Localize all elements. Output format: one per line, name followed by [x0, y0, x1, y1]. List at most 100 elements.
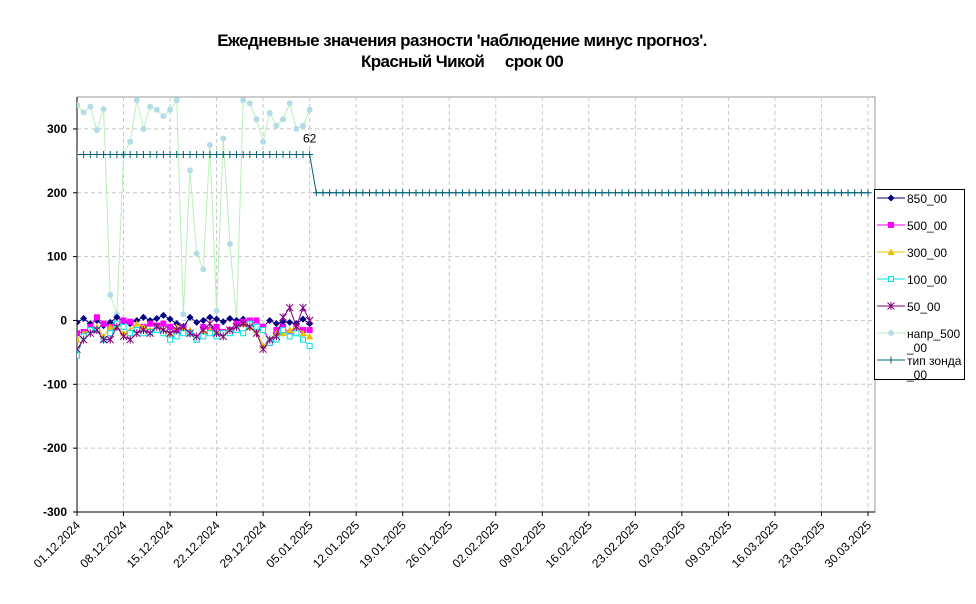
- marker: [286, 333, 293, 340]
- marker: [172, 326, 181, 335]
- x-tick-label: 01.12.2024: [31, 518, 84, 571]
- marker: [306, 106, 313, 113]
- marker: [605, 189, 613, 197]
- marker: [272, 320, 280, 328]
- marker: [100, 150, 108, 158]
- marker: [625, 189, 633, 197]
- marker: [711, 189, 719, 197]
- marker: [319, 189, 327, 197]
- marker: [167, 323, 174, 330]
- marker: [127, 318, 134, 325]
- marker: [133, 320, 141, 327]
- marker: [240, 330, 247, 337]
- marker: [738, 189, 746, 197]
- marker: [86, 329, 95, 338]
- legend-swatch: [877, 276, 905, 282]
- marker: [246, 150, 254, 158]
- marker: [346, 189, 354, 197]
- marker: [837, 189, 845, 197]
- marker: [113, 322, 121, 331]
- y-tick-label: 200: [47, 186, 67, 200]
- marker: [425, 189, 433, 197]
- marker: [226, 150, 234, 158]
- chart-subtitle: Красный Чикой срок 00: [361, 52, 563, 71]
- marker: [206, 330, 213, 337]
- marker: [166, 315, 174, 323]
- x-tick-label: 05.01.2025: [263, 518, 316, 571]
- marker: [219, 332, 228, 341]
- marker: [219, 318, 227, 326]
- marker: [300, 122, 306, 129]
- marker: [139, 150, 147, 158]
- marker: [246, 100, 253, 107]
- marker: [153, 150, 161, 158]
- marker: [206, 150, 214, 158]
- marker: [485, 189, 493, 197]
- legend-swatch: [877, 222, 905, 228]
- legend-label: 300_00: [907, 246, 948, 260]
- marker: [187, 167, 193, 174]
- marker: [731, 189, 739, 197]
- marker: [791, 189, 799, 197]
- marker: [831, 189, 839, 197]
- marker: [718, 189, 726, 197]
- marker: [339, 189, 347, 197]
- marker: [285, 303, 294, 312]
- marker: [293, 125, 300, 132]
- marker: [259, 345, 267, 354]
- marker: [159, 311, 167, 319]
- marker: [724, 189, 732, 197]
- marker: [280, 323, 287, 330]
- marker: [100, 106, 107, 113]
- marker: [280, 327, 287, 334]
- marker: [864, 189, 872, 197]
- marker: [651, 189, 659, 197]
- marker: [132, 329, 141, 338]
- legend-item: 300_00: [875, 244, 964, 271]
- x-tick-label: 16.02.2025: [543, 518, 596, 571]
- marker: [306, 332, 314, 340]
- marker: [266, 109, 273, 116]
- legend-swatch: [877, 330, 905, 336]
- chart-title: Ежедневные значения разности 'наблюдение…: [217, 31, 707, 50]
- marker: [778, 189, 786, 197]
- marker: [245, 322, 254, 331]
- marker: [888, 330, 894, 336]
- marker: [200, 266, 207, 273]
- marker: [106, 323, 114, 330]
- marker: [159, 150, 167, 158]
- legend-swatch: [877, 302, 905, 310]
- y-tick-label: 300: [47, 122, 67, 136]
- marker: [280, 116, 287, 123]
- plot-frame: [76, 96, 876, 513]
- marker: [658, 189, 666, 197]
- marker: [764, 189, 772, 197]
- y-tick-label: 0: [60, 313, 67, 327]
- marker: [300, 336, 306, 343]
- marker: [618, 189, 626, 197]
- marker: [213, 307, 220, 314]
- marker: [265, 335, 274, 344]
- marker: [824, 189, 832, 197]
- marker: [106, 335, 115, 344]
- marker: [146, 150, 154, 158]
- marker: [704, 189, 712, 197]
- marker: [326, 189, 334, 197]
- marker: [365, 189, 373, 197]
- marker: [120, 150, 128, 158]
- marker: [180, 330, 187, 337]
- marker: [213, 323, 220, 330]
- marker: [186, 150, 194, 158]
- marker: [113, 313, 121, 321]
- marker: [631, 189, 639, 197]
- marker: [804, 189, 812, 197]
- marker: [844, 189, 852, 197]
- marker: [186, 313, 194, 321]
- marker: [260, 138, 267, 145]
- marker: [140, 125, 147, 132]
- marker: [139, 313, 147, 321]
- marker: [153, 315, 161, 323]
- legend-label: 100_00: [907, 273, 948, 287]
